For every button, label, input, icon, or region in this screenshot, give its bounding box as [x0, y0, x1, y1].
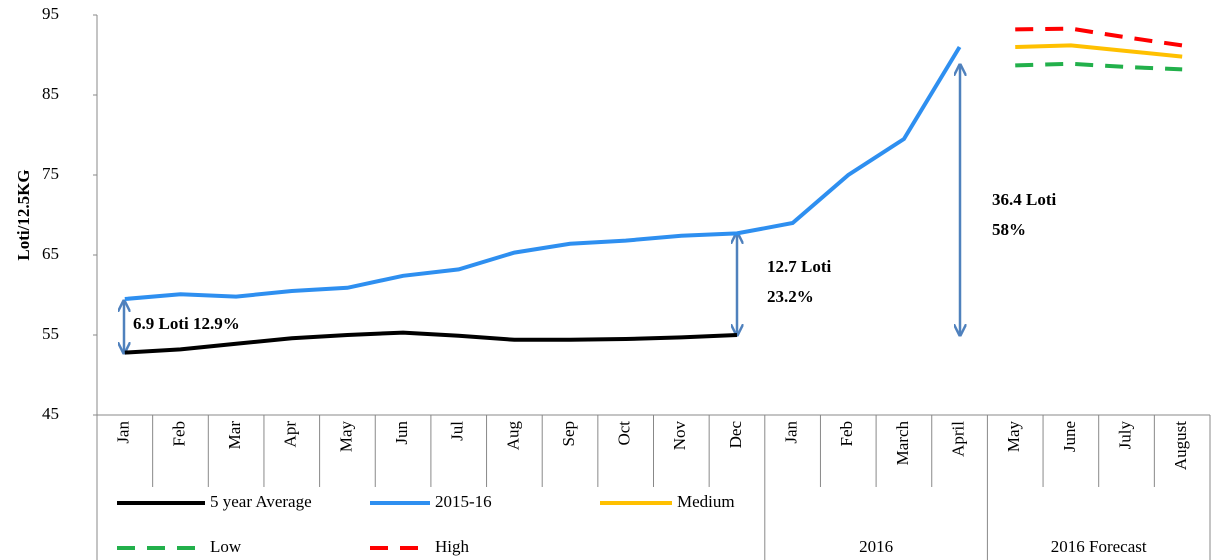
- legend-label: Medium: [677, 492, 735, 511]
- x-tick-label: May: [336, 421, 355, 453]
- y-tick-label: 75: [42, 164, 59, 183]
- x-tick-label: Jul: [448, 421, 467, 441]
- annotation: 58%: [992, 220, 1026, 239]
- x-tick-label: Aug: [503, 421, 522, 451]
- x-tick-label: Mar: [225, 421, 244, 450]
- legend-label: High: [435, 537, 470, 556]
- annotation: 23.2%: [767, 287, 814, 306]
- x-tick-label: Apr: [281, 421, 300, 448]
- x-tick-label: August: [1171, 421, 1190, 470]
- x-tick-label: Nov: [670, 421, 689, 451]
- annotation: 36.4 Loti: [992, 190, 1057, 209]
- y-tick-label: 55: [42, 324, 59, 343]
- series-line: [1015, 26, 1183, 48]
- y-axis-label: Loti/12.5KG: [14, 169, 33, 260]
- x-tick-label: Jun: [392, 421, 411, 445]
- series-line: [124, 45, 962, 301]
- x-tick-label: Jan: [782, 421, 801, 444]
- x-tick-label: July: [1115, 421, 1134, 450]
- annotation: 6.9 Loti 12.9%: [133, 314, 240, 333]
- x-tick-label: Sep: [559, 421, 578, 447]
- x-tick-label: Jan: [114, 421, 133, 444]
- series-line: [124, 330, 738, 355]
- x-tick-label: June: [1060, 421, 1079, 452]
- x-tick-label: May: [1004, 421, 1023, 453]
- y-tick-label: 65: [42, 244, 59, 263]
- x-tick-label: March: [893, 421, 912, 466]
- y-tick-label: 95: [42, 4, 59, 23]
- group-label: 2016 Forecast: [1051, 537, 1147, 556]
- legend-label: 5 year Average: [210, 492, 312, 511]
- y-tick-label: 45: [42, 404, 59, 423]
- group-label: 2016: [859, 537, 893, 556]
- x-tick-label: Dec: [726, 421, 745, 449]
- series-line: [1015, 43, 1183, 59]
- x-tick-label: Feb: [837, 421, 856, 447]
- legend-label: Low: [210, 537, 242, 556]
- x-tick-label: April: [948, 421, 967, 457]
- annotation: 12.7 Loti: [767, 257, 832, 276]
- x-tick-label: Feb: [169, 421, 188, 447]
- x-tick-label: Oct: [615, 421, 634, 446]
- legend-label: 2015-16: [435, 492, 492, 511]
- series-line: [1015, 61, 1183, 72]
- y-tick-label: 85: [42, 84, 59, 103]
